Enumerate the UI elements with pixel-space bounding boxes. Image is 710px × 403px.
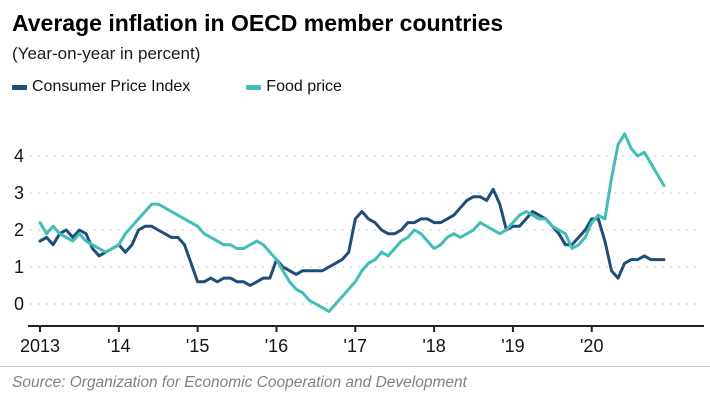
y-axis-label: 4 (14, 146, 24, 166)
chart-subtitle: (Year-on-year in percent) (12, 44, 201, 63)
legend-swatch (12, 84, 27, 90)
x-axis-label: '16 (265, 336, 288, 356)
legend-label: Food price (266, 78, 342, 95)
chart-title: Average inflation in OECD member countri… (12, 10, 504, 36)
y-axis-label: 1 (14, 257, 24, 277)
series-line-cpi (38, 187, 666, 287)
legend-label: Consumer Price Index (32, 78, 191, 95)
x-axis-label: '20 (580, 336, 603, 356)
chart-area: 0 1 2 3 4 2013 '14 '15 '16 '17 '18 '19 '20 (0, 100, 710, 362)
y-axis-label: 2 (14, 220, 24, 240)
legend-item-0: Consumer Price Index (12, 78, 190, 96)
series-line-food-price (38, 132, 666, 313)
x-axis-label: '19 (501, 336, 524, 356)
x-axis-label: '14 (107, 336, 130, 356)
y-axis-label: 0 (14, 294, 24, 314)
x-axis-label: '15 (186, 336, 209, 356)
y-axis-label: 3 (14, 183, 24, 203)
legend-swatch (246, 84, 262, 90)
x-axis-label: 2013 (20, 336, 60, 356)
line-chart: 0 1 2 3 4 2013 '14 '15 '16 '17 '18 '19 '20 (14, 132, 704, 356)
x-axis-label: '18 (422, 336, 445, 356)
chart-legend: Consumer Price Index Food price (12, 76, 698, 98)
legend-item-1: Food price (246, 78, 342, 96)
source-note: Source: Organization for Economic Cooper… (0, 366, 710, 392)
x-axis-label: '17 (344, 336, 367, 356)
